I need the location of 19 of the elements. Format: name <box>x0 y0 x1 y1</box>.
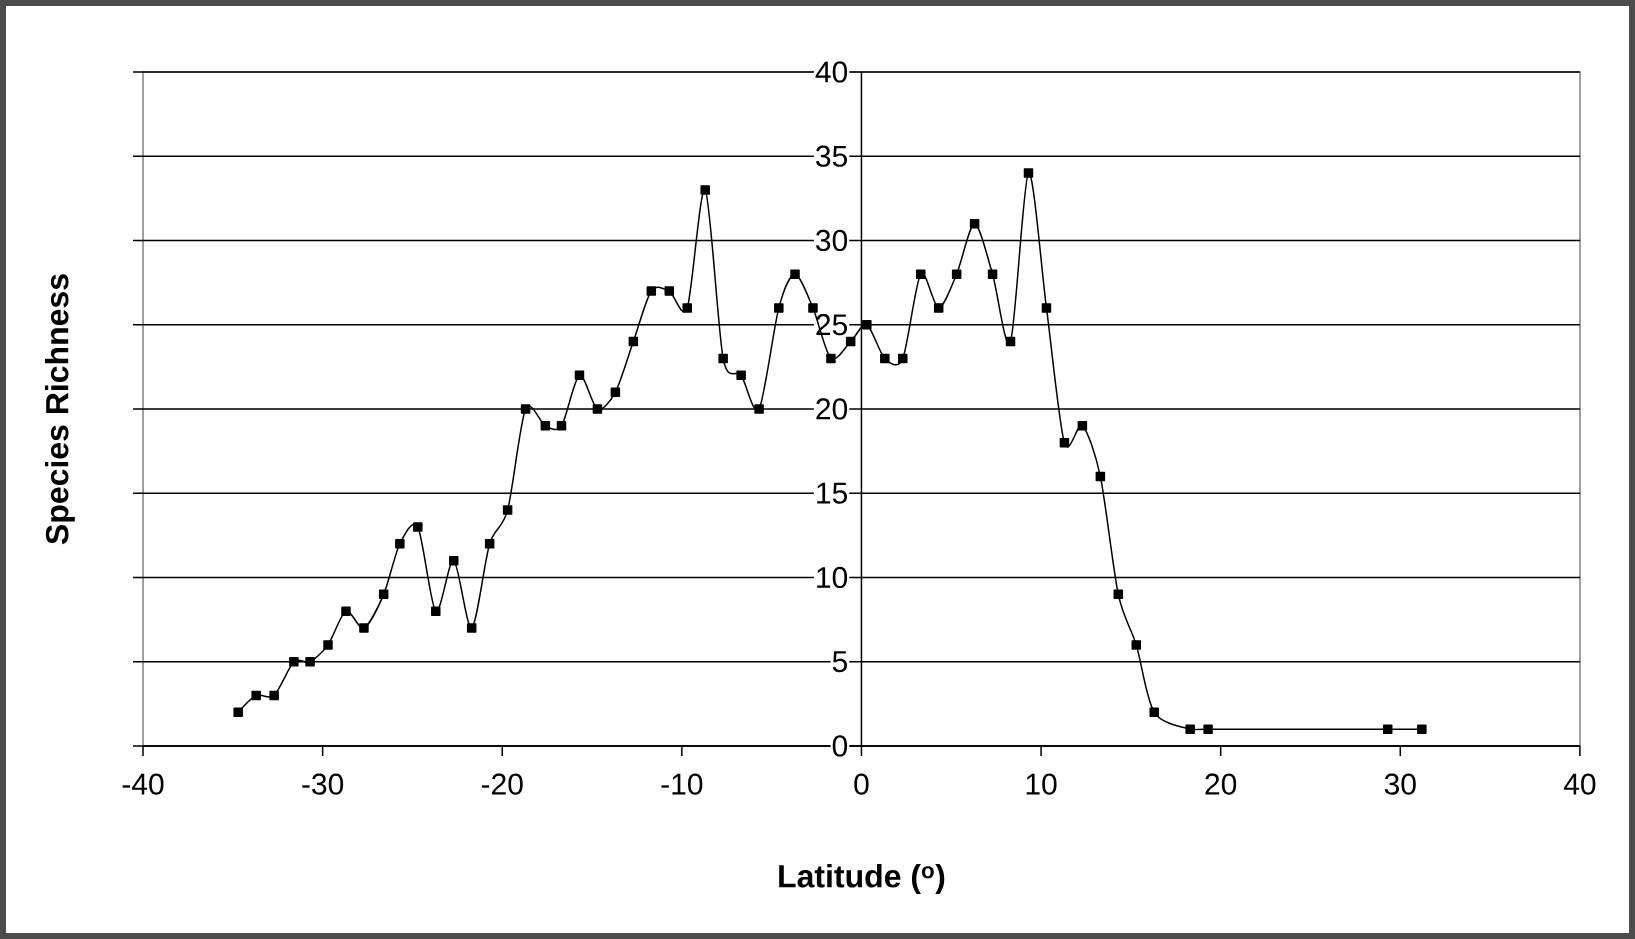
y-tick-label: 20 <box>816 398 848 420</box>
x-axis-title: Latitude ($^{o}$) <box>779 864 945 894</box>
x-tick-label: 20 <box>1205 773 1237 795</box>
x-tick-label: 40 <box>1563 773 1596 795</box>
y-tick-label: 40 <box>815 61 848 83</box>
y-tick-label: 15 <box>817 482 847 504</box>
y-tick-label: 35 <box>816 145 847 167</box>
x-tick-label: 0 <box>854 773 869 795</box>
y-axis-title: Species Richness <box>45 274 75 545</box>
y-tick-label: 5 <box>832 651 847 673</box>
x-tick-label: -20 <box>481 773 523 795</box>
x-tick-label: 10 <box>1026 773 1057 795</box>
y-tick-label: 30 <box>816 229 848 252</box>
y-tick-label: 0 <box>832 735 848 757</box>
x-tick-label: -40 <box>122 773 164 795</box>
x-tick-label: 30 <box>1384 773 1416 795</box>
x-tick-label: -30 <box>302 773 344 795</box>
x-tick-label: -10 <box>661 773 703 795</box>
y-tick-label: 10 <box>817 566 848 589</box>
